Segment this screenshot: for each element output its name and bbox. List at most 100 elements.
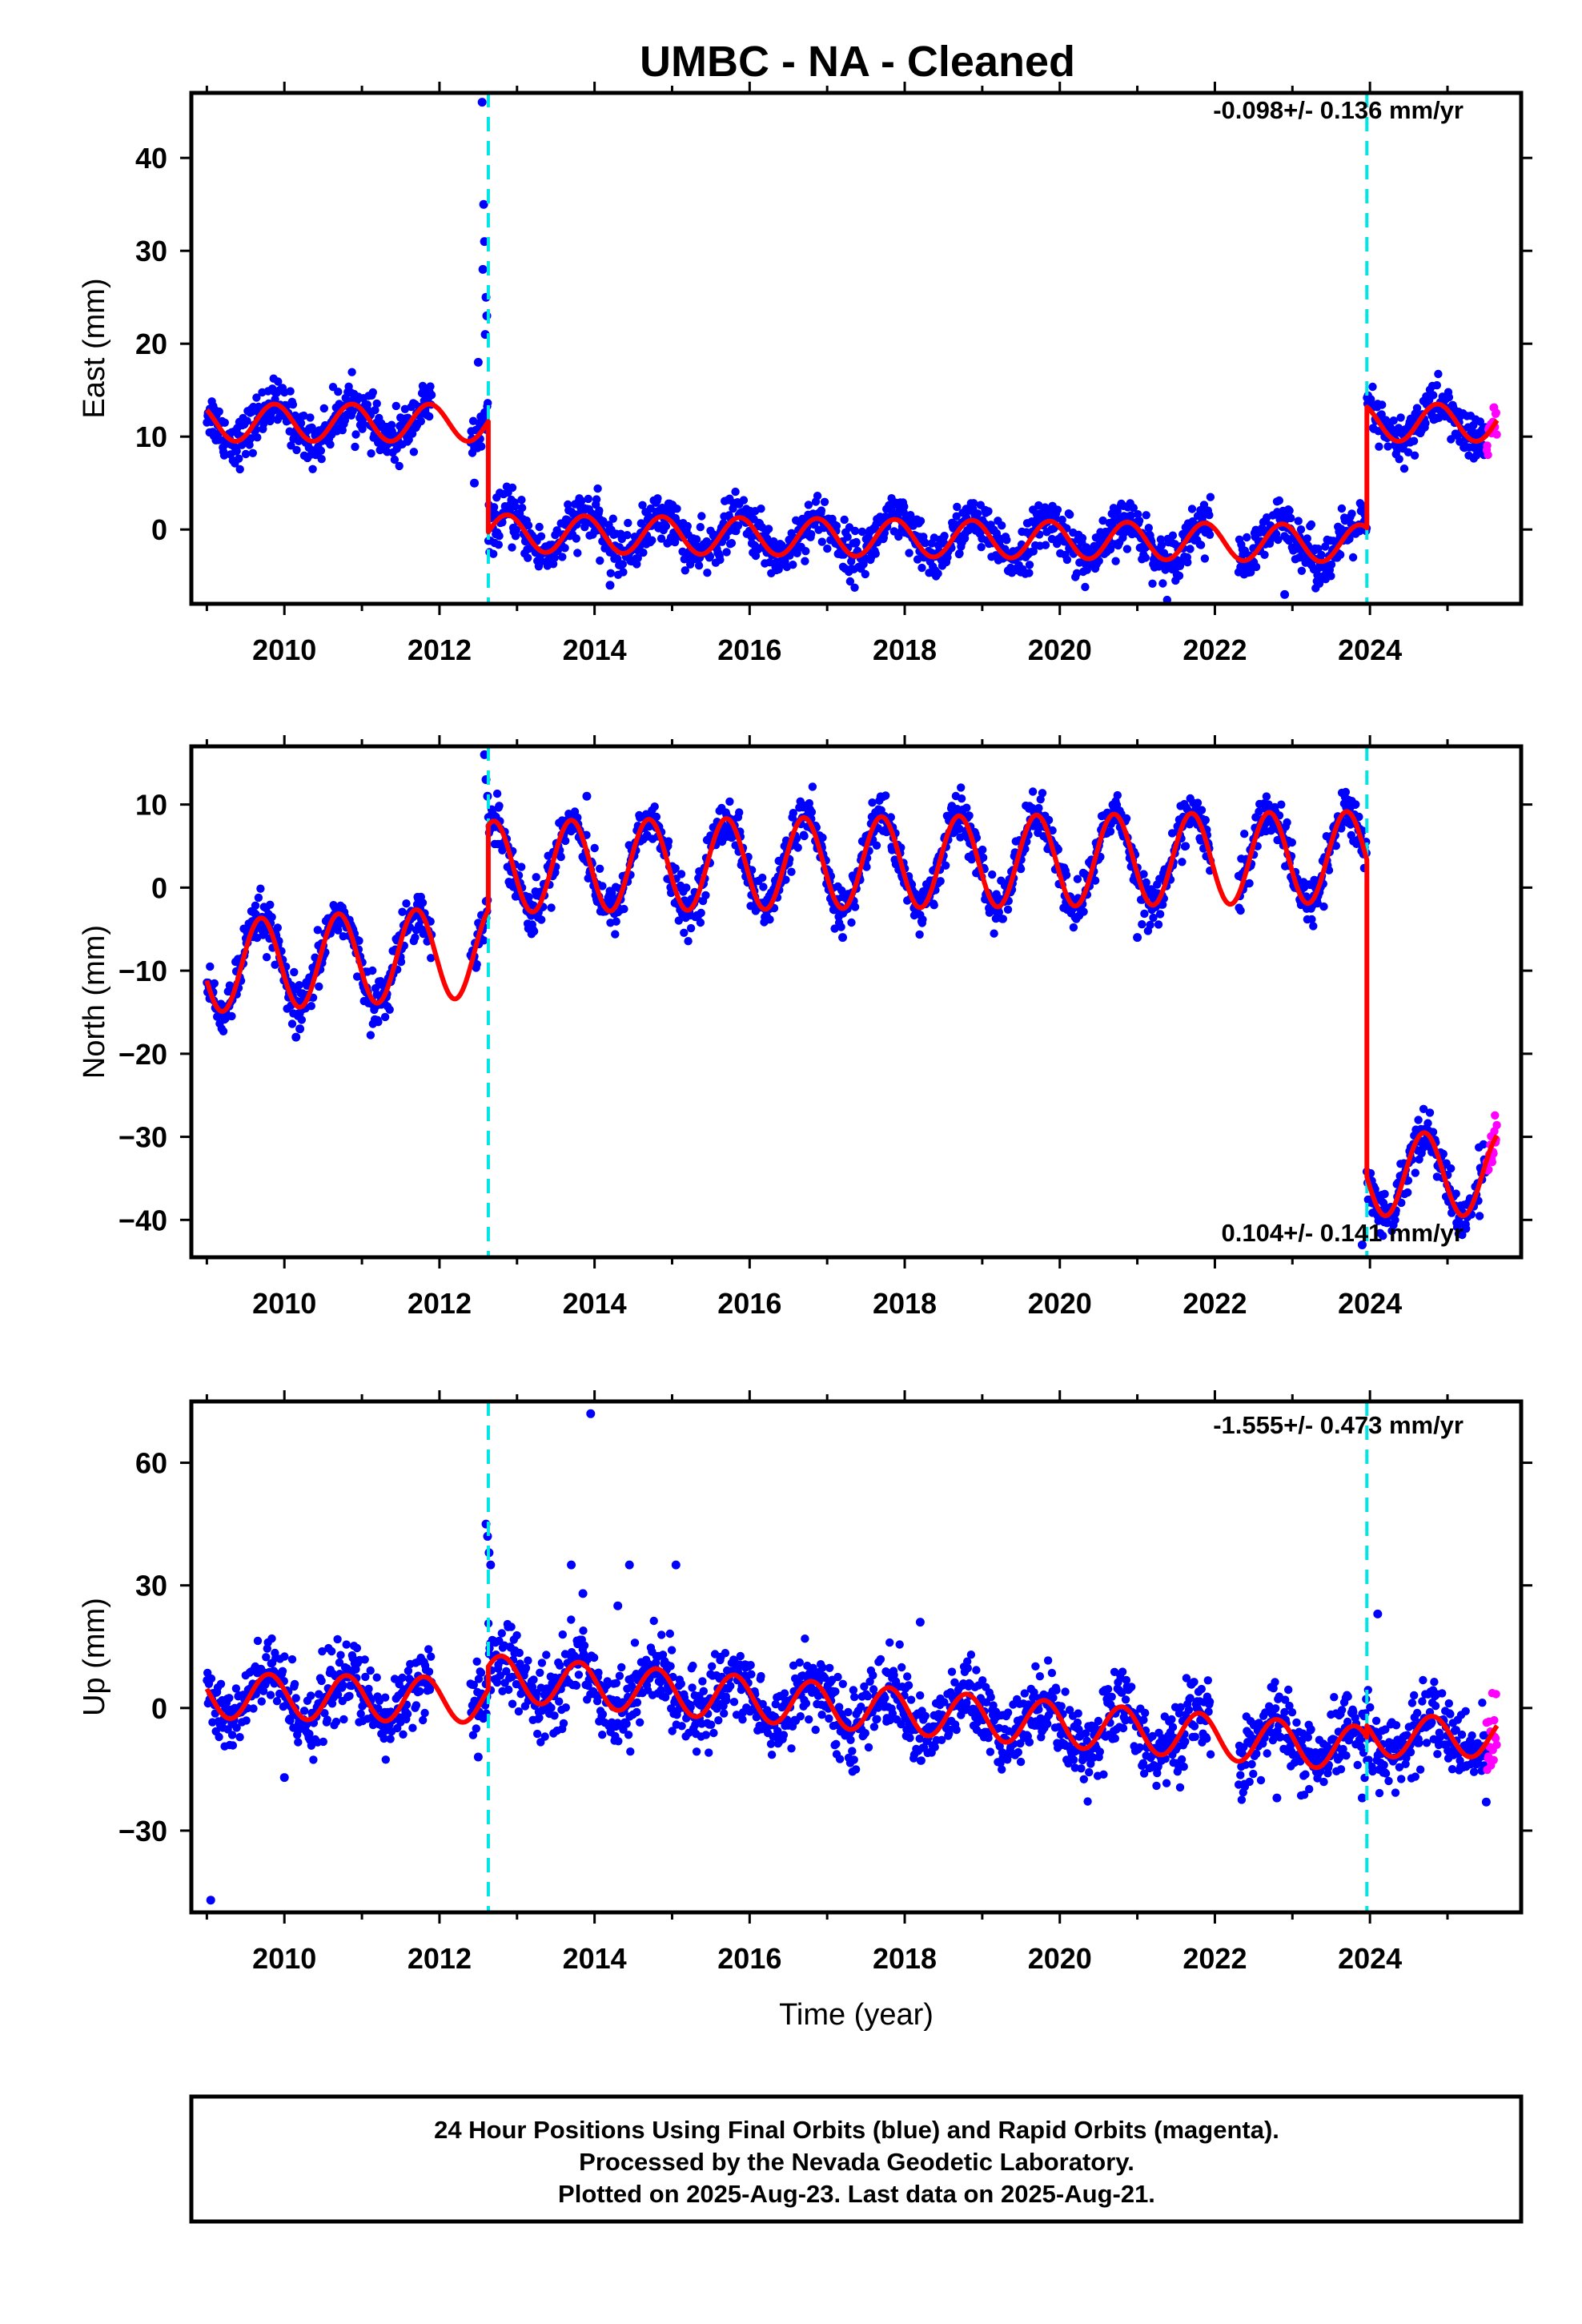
final-orbit-point (290, 967, 299, 977)
final-orbit-point (1411, 1168, 1420, 1177)
final-orbit-point (696, 523, 705, 532)
final-orbit-point (489, 549, 498, 558)
final-orbit-point (424, 1645, 433, 1654)
x-tick-label: 2010 (252, 1287, 316, 1320)
final-orbit-point (978, 845, 987, 854)
final-orbit-point (512, 1630, 521, 1640)
final-orbit-point (694, 561, 704, 570)
final-orbit-point (561, 836, 570, 846)
final-orbit-point (532, 873, 540, 882)
final-orbit-point (716, 555, 725, 565)
final-orbit-point (837, 923, 845, 931)
final-orbit-point (973, 509, 982, 518)
final-orbit-point (254, 893, 263, 903)
final-orbit-point (219, 451, 229, 460)
final-orbit-point (390, 455, 400, 464)
final-orbit-point (266, 900, 275, 910)
final-orbit-point (1141, 553, 1150, 562)
final-orbit-point (833, 1672, 842, 1682)
final-orbit-point (665, 1629, 674, 1638)
final-orbit-point (427, 1652, 436, 1661)
final-orbit-point (480, 936, 488, 945)
final-orbit-point (368, 388, 377, 397)
final-orbit-point (1078, 533, 1087, 543)
outlier-point (477, 98, 487, 107)
final-orbit-point (738, 1715, 747, 1724)
final-orbit-point (286, 387, 295, 396)
final-orbit-point (550, 553, 559, 562)
y-tick-label: 0 (151, 513, 167, 546)
final-orbit-point (850, 526, 860, 536)
y-tick-label: −20 (118, 1038, 167, 1071)
figure-title: UMBC - NA - Cleaned (640, 38, 1075, 86)
final-orbit-point (832, 521, 841, 530)
final-orbit-point (225, 1694, 234, 1703)
final-orbit-point (595, 506, 604, 515)
rate-label: -0.098+/- 0.136 mm/yr (1213, 96, 1464, 124)
final-orbit-point (215, 1732, 223, 1742)
final-orbit-point (207, 1674, 216, 1683)
final-orbit-point (1201, 815, 1211, 825)
final-orbit-point (323, 1715, 331, 1724)
final-orbit-point (653, 494, 662, 503)
final-orbit-point (235, 1733, 244, 1742)
final-orbit-point (537, 1659, 547, 1667)
final-orbit-point (739, 496, 749, 505)
rapid-orbit-point (1491, 1111, 1500, 1120)
final-orbit-point (677, 870, 686, 879)
final-orbit-point (535, 1713, 544, 1723)
final-orbit-point (844, 1707, 853, 1717)
final-orbit-point (555, 1697, 564, 1706)
final-orbit-point (272, 1697, 282, 1706)
final-orbit-point (1434, 369, 1443, 379)
final-orbit-point (664, 837, 673, 846)
final-orbit-point (850, 583, 859, 592)
final-orbit-point (241, 449, 251, 459)
final-orbit-point (296, 419, 306, 428)
y-axis-label: North (mm) (78, 925, 111, 1079)
final-orbit-point (262, 953, 271, 962)
final-orbit-point (1205, 511, 1214, 520)
final-orbit-point (757, 505, 765, 513)
final-orbit-point (235, 464, 244, 474)
final-orbit-point (347, 368, 356, 376)
final-orbit-point (508, 543, 516, 552)
outlier-point (605, 581, 615, 590)
final-orbit-point (381, 1693, 390, 1702)
final-orbit-point (536, 1668, 544, 1677)
final-orbit-point (492, 789, 502, 798)
final-orbit-point (243, 416, 251, 425)
y-tick-label: 20 (135, 328, 167, 360)
y-axis-label: East (mm) (78, 278, 111, 418)
final-orbit-point (722, 1696, 731, 1705)
rapid-orbit-point (1483, 441, 1492, 450)
final-orbit-point (683, 521, 692, 531)
final-orbit-point (345, 1691, 354, 1700)
final-orbit-point (682, 883, 691, 892)
final-orbit-point (633, 553, 642, 563)
final-orbit-point (714, 1716, 723, 1725)
final-orbit-point (307, 1691, 315, 1700)
final-orbit-point (800, 831, 809, 841)
final-orbit-point (918, 915, 927, 924)
final-orbit-point (614, 1737, 623, 1746)
plot-area (203, 93, 1501, 604)
final-orbit-point (1028, 787, 1038, 796)
final-orbit-point (990, 929, 998, 938)
plot-area (203, 1401, 1501, 1912)
final-orbit-point (697, 908, 705, 918)
final-orbit-point (612, 1679, 620, 1687)
final-orbit-point (1196, 541, 1206, 549)
final-orbit-point (942, 861, 950, 870)
final-orbit-point (380, 1012, 390, 1022)
final-orbit-point (984, 507, 993, 516)
final-orbit-point (832, 1739, 841, 1748)
final-orbit-point (1423, 1119, 1432, 1128)
final-orbit-point (235, 454, 243, 463)
final-orbit-point (427, 391, 436, 400)
x-tick-label: 2024 (1338, 1287, 1402, 1320)
final-orbit-point (864, 1743, 873, 1752)
final-orbit-point (620, 904, 628, 914)
final-orbit-point (529, 1675, 538, 1684)
final-orbit-point (1403, 448, 1413, 456)
